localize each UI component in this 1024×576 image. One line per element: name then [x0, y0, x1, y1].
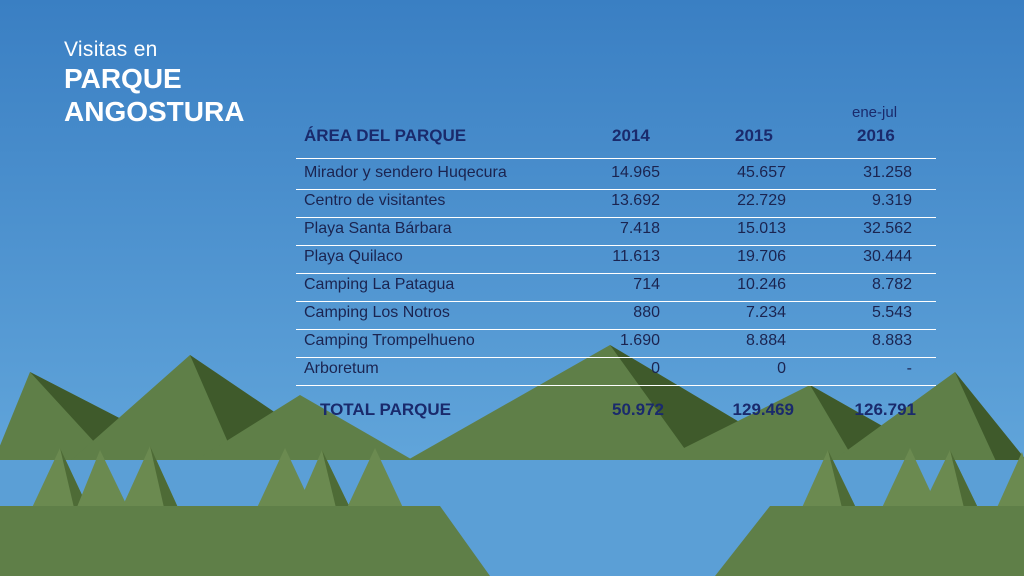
trees-left	[30, 446, 405, 512]
cell-2015: 19.706	[737, 248, 786, 265]
total-2014: 50.972	[612, 400, 664, 419]
cell-2015: 10.246	[737, 276, 786, 293]
trees-right	[800, 448, 1024, 512]
shore-left	[0, 506, 490, 576]
cell-2016: 9.319	[871, 192, 912, 209]
cell-2014: 13.692	[611, 192, 660, 209]
column-header-2016: 2016	[857, 126, 895, 145]
row-divider	[296, 273, 936, 274]
cell-2014: 0	[651, 360, 660, 377]
cell-2014: 14.965	[611, 164, 660, 181]
total-2015: 129.469	[732, 400, 794, 419]
cell-area: Centro de visitantes	[304, 192, 446, 209]
row-divider	[296, 329, 936, 330]
cell-2015: 15.013	[737, 220, 786, 237]
title-line-1: PARQUE	[64, 63, 182, 94]
cell-area: Playa Santa Bárbara	[304, 220, 452, 237]
cell-2016: 30.444	[863, 248, 912, 265]
cell-area: Camping La Patagua	[304, 276, 455, 293]
column-note-2016: ene-jul	[852, 104, 898, 121]
cell-2016: 8.782	[871, 276, 912, 293]
row-divider	[296, 357, 936, 358]
row-divider	[296, 245, 936, 246]
cell-area: Camping Trompelhueno	[304, 332, 475, 349]
cell-area: Arboretum	[304, 360, 379, 377]
row-divider	[296, 385, 936, 386]
cell-2015: 8.884	[745, 332, 786, 349]
cell-2015: 45.657	[737, 164, 786, 181]
cell-area: Playa Quilaco	[304, 248, 403, 265]
cell-2015: 22.729	[737, 192, 786, 209]
mountains	[0, 345, 1024, 470]
total-label: TOTAL PARQUE	[320, 400, 451, 419]
cell-2014: 714	[633, 276, 660, 293]
total-2016: 126.791	[854, 400, 916, 419]
shore-right	[715, 506, 1024, 576]
title-line-2: ANGOSTURA	[64, 96, 245, 127]
cell-2014: 1.690	[619, 332, 660, 349]
row-divider	[296, 217, 936, 218]
cell-2016: 8.883	[871, 332, 912, 349]
cell-2016: -	[906, 360, 912, 377]
cell-area: Camping Los Notros	[304, 304, 450, 321]
column-header-area: ÁREA DEL PARQUE	[304, 126, 467, 145]
cell-2014: 880	[633, 304, 660, 321]
row-divider	[296, 301, 936, 302]
cell-area: Mirador y sendero Huqecura	[304, 164, 507, 181]
cell-2014: 7.418	[619, 220, 660, 237]
cell-2016: 32.562	[863, 220, 912, 237]
column-header-2014: 2014	[612, 126, 650, 145]
row-divider	[296, 189, 936, 190]
cell-2015: 7.234	[745, 304, 786, 321]
title-subtitle: Visitas en	[64, 38, 158, 61]
cell-2015: 0	[777, 360, 786, 377]
header-divider	[296, 158, 936, 159]
cell-2016: 31.258	[863, 164, 912, 181]
cell-2016: 5.543	[871, 304, 912, 321]
column-header-2015: 2015	[735, 126, 773, 145]
cell-2014: 11.613	[612, 248, 660, 265]
